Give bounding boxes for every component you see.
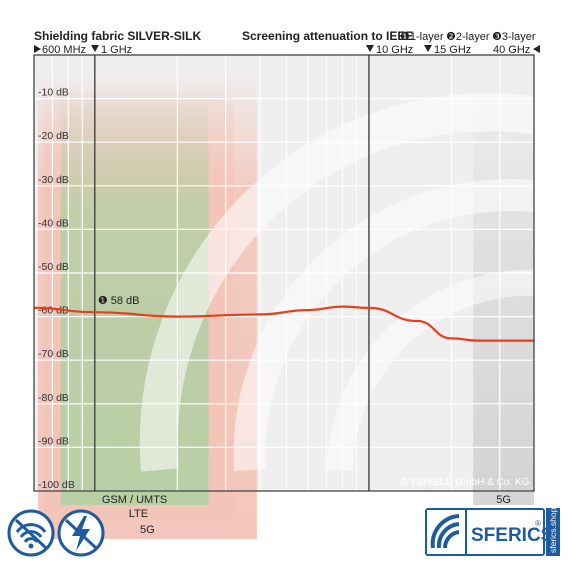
marker-1ghz: 1 GHz	[101, 44, 132, 56]
marker-40ghz: 40 GHz	[493, 44, 530, 56]
band-label-1: LTE	[129, 508, 148, 520]
y-axis-ticks: -10 dB-20 dB-30 dB-40 dB-50 dB-60 dB-70 …	[38, 87, 75, 491]
right-title: Screening attenuation to IEEE	[242, 29, 413, 43]
marker-10ghz: 10 GHz	[376, 44, 413, 56]
band-label-3: 5G	[496, 494, 511, 506]
layer-3-label: ❸3-layer	[492, 31, 536, 43]
brand-name: SFERICS	[471, 525, 553, 546]
y-tick-label: -10 dB	[38, 87, 69, 99]
layer-2-label: ❷2-layer	[446, 31, 490, 43]
layer-1-label: ❶1-layer	[400, 31, 444, 43]
y-tick-label: -90 dB	[38, 435, 69, 447]
left-title: Shielding fabric SILVER-SILK	[34, 29, 201, 43]
y-tick-label: -50 dB	[38, 261, 69, 273]
y-tick-label: -40 dB	[38, 217, 69, 229]
brand-url: sferics.shop	[548, 507, 558, 553]
y-tick-label: -20 dB	[38, 130, 69, 142]
marker-1ghz-icon	[91, 45, 99, 52]
copyright-text: © YSHIELD GmbH & Co. KG	[400, 477, 530, 488]
y-tick-label: -80 dB	[38, 392, 69, 404]
wifi-shield-icon	[7, 509, 55, 557]
lightning-shield-icon	[57, 509, 105, 557]
y-tick-label: -30 dB	[38, 174, 69, 186]
brand-url-bar	[546, 508, 560, 556]
sferics-logo-icon: SFERICS ®	[425, 508, 553, 556]
band-label-0: GSM / UMTS	[102, 494, 167, 506]
plot-frame	[33, 54, 535, 492]
marker-40ghz-icon	[533, 45, 540, 53]
marker-600mhz-icon	[34, 45, 41, 53]
marker-10ghz-icon	[366, 45, 374, 52]
band-label-2: 5G	[140, 524, 155, 536]
marker-15ghz: 15 GHz	[434, 44, 471, 56]
band-labels: GSM / UMTS LTE 5G 5G	[102, 494, 511, 536]
watermark-arcs-icon	[139, 93, 565, 472]
annotation-58db: ❶ 58 dB	[98, 295, 140, 307]
marker-15ghz-icon	[424, 45, 432, 52]
series-layer-1-line	[33, 305, 534, 342]
y-tick-label: -100 dB	[38, 479, 75, 491]
brand-reg: ®	[535, 519, 541, 528]
marker-600mhz: 600 MHz	[42, 44, 86, 56]
y-tick-label: -70 dB	[38, 348, 69, 360]
